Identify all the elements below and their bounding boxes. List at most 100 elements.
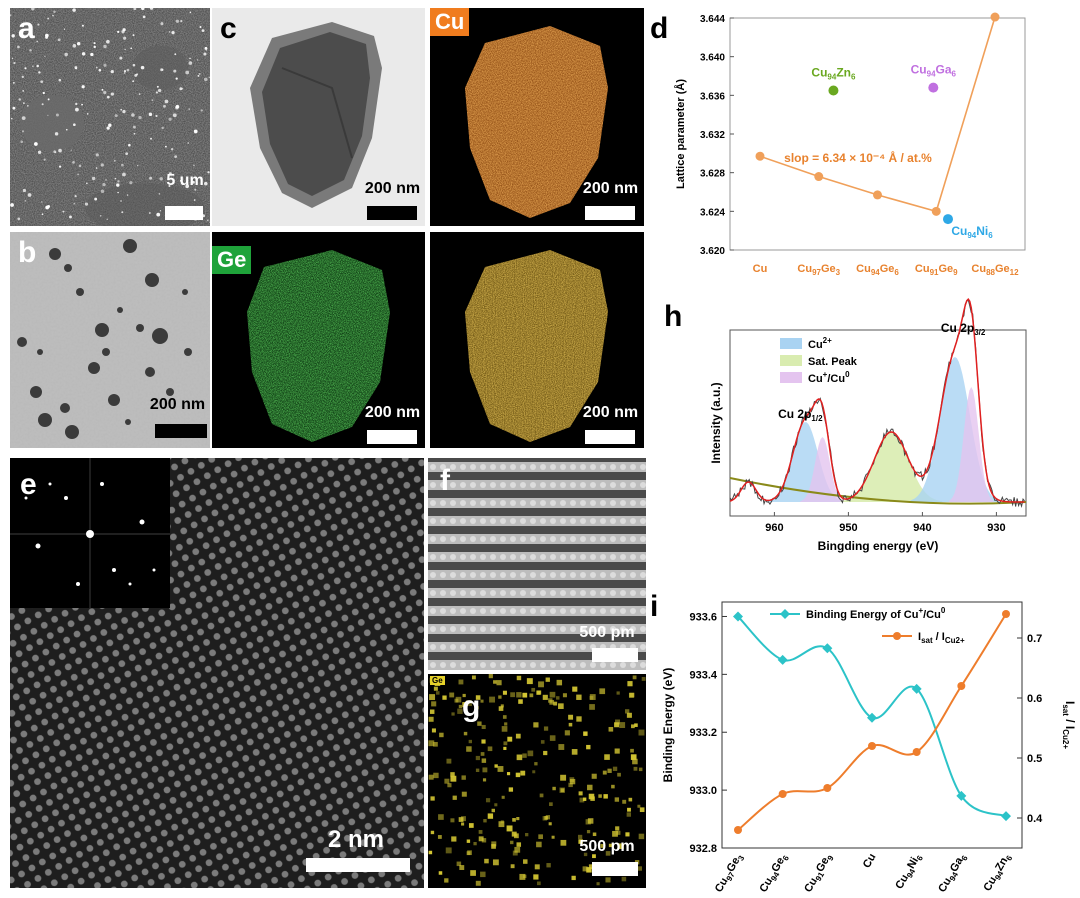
marker-cu94zn6	[828, 85, 839, 96]
legend-swatch-h	[780, 338, 802, 349]
panel-label-i: i	[650, 592, 659, 623]
ytick-label-left-i: 933.2	[689, 727, 717, 739]
panel-f-lattice-fringes: f 500 pm	[428, 458, 646, 670]
legend-marker-ratio	[893, 632, 901, 640]
ytick-label-d: 3.636	[700, 91, 725, 102]
ge-channel-label: Ge	[212, 246, 252, 274]
xlabel-h: Bingding energy (eV)	[818, 539, 939, 553]
scale-bar-cu	[585, 206, 635, 220]
panel-b-tem-image: b 200 nm	[10, 232, 210, 448]
data-point-d	[990, 12, 1000, 22]
panel-label-e: e	[20, 468, 37, 501]
scale-bar-c	[367, 206, 417, 220]
xtick-label-h: 960	[765, 522, 783, 534]
panel-label-b: b	[18, 236, 37, 269]
overlay-eds-map	[430, 232, 644, 448]
xps-spectrum-chart: 960 950 940 930 Bingding energy (eV) Intensit…	[709, 297, 1027, 553]
cu1-peak-2	[949, 387, 994, 502]
ytick-label-d: 3.632	[700, 130, 725, 141]
xtick-label-i: Cu94Ga6	[936, 851, 970, 895]
ge-tag: Ge	[430, 676, 445, 685]
xtick-label-i: Cu97Ge3	[713, 851, 747, 895]
xtick-label-i: Cu94Zn6	[981, 851, 1014, 894]
data-point-ratio	[734, 826, 742, 834]
ytick-label-right-i: 0.6	[1027, 693, 1042, 705]
xtick-label-i: Cu91Ge9	[802, 851, 836, 895]
ylabel-right-i: Isat / ICu2+	[1061, 701, 1077, 749]
cu1-peak-1	[800, 437, 845, 502]
panel-h-xps-chart: h 960 950 940 930 Bingding energy (eV) Intens…	[660, 296, 1080, 586]
series-line-d	[759, 16, 996, 213]
scale-label-f: 500 pm	[579, 624, 635, 641]
scale-bar-e	[306, 858, 410, 872]
label-cu94zn6: Cu94Zn6	[811, 66, 856, 82]
scale-label-b: 200 nm	[149, 396, 206, 413]
label-cu94ga6: Cu94Ga6	[911, 63, 957, 79]
label-cu94ni6: Cu94Ni6	[951, 224, 993, 240]
legend-label-h: Sat. Peak	[808, 356, 858, 368]
ytick-label-right-i: 0.5	[1027, 753, 1042, 765]
data-point-ratio	[957, 682, 966, 690]
data-point-ratio	[1002, 610, 1010, 618]
ylabel-h: Intensity (a.u.)	[709, 382, 723, 463]
fit-envelope	[729, 297, 1025, 503]
ytick-label-d: 3.644	[700, 14, 725, 25]
data-point-d	[755, 151, 765, 161]
scale-label-g: 500 pm	[579, 838, 635, 855]
data-point-d	[873, 190, 882, 200]
panel-label-h: h	[664, 300, 683, 333]
data-point-be	[956, 790, 967, 801]
panel-label-a: a	[18, 12, 35, 45]
scale-bar-overlay	[585, 430, 635, 444]
scale-label-e: 2 nm	[327, 826, 384, 853]
slope-annotation: slop = 6.34 × 10⁻⁴ Å / at.%	[784, 150, 932, 165]
panel-g-ge-atomic-map: Ge g 500 pm	[428, 674, 646, 888]
ytick-label-left-i: 933.4	[689, 669, 717, 681]
data-point-ratio	[778, 790, 787, 798]
scale-bar-ge	[367, 430, 417, 444]
xtick-label-d: Cu94Ge6	[856, 263, 899, 277]
data-point-d	[931, 206, 941, 216]
marker-cu94ga6	[928, 82, 939, 93]
scale-label-ge: 200 nm	[364, 404, 421, 421]
scale-label-c: 200 nm	[364, 180, 421, 197]
data-point-ratio	[912, 748, 921, 756]
scale-bar-b	[155, 424, 207, 438]
ytick-label-left-i: 933.6	[689, 611, 717, 623]
xtick-label-d: Cu97Ge3	[797, 263, 840, 277]
xtick-label-h: 940	[913, 522, 931, 534]
ytick-label-right-i: 0.4	[1027, 813, 1043, 825]
ylabel-left-i: Binding Energy (eV)	[661, 668, 675, 783]
xtick-label-d: Cu91Ge9	[915, 263, 958, 277]
scale-label-cu: 200 nm	[582, 180, 639, 197]
legend-swatch-h	[780, 372, 802, 383]
ytick-label-d: 3.620	[700, 246, 725, 257]
data-point-be	[867, 712, 877, 723]
sat-peak	[840, 432, 943, 502]
ylabel-d: Lattice parameter (Å)	[674, 79, 687, 189]
legend-marker-be	[780, 609, 790, 619]
xtick-label-i: Cu94Ni6	[893, 851, 925, 892]
xtick-label-d: Cu	[753, 263, 768, 275]
xtick-label-h: 930	[987, 522, 1005, 534]
panel-label-f: f	[440, 464, 450, 497]
sem-image-a	[10, 8, 210, 226]
data-point-be	[822, 643, 833, 654]
binding-energy-chart: 932.8 933.0 933.2 933.4 933.6 0.4 0.5 0.6 0.7 Bin…	[661, 601, 1077, 895]
panel-e-haadf-image: e 2 nm	[10, 458, 424, 888]
ytick-label-left-i: 933.0	[689, 785, 717, 797]
xtick-label-i: Cu	[861, 852, 879, 871]
data-point-be	[733, 611, 743, 622]
data-point-d	[814, 172, 824, 182]
panel-c-ge-map: Ge 200 nm	[212, 232, 425, 448]
fft-pattern	[10, 458, 170, 608]
axes-frame-h	[729, 329, 1027, 517]
xtick-label-i: Cu94Ge6	[758, 851, 792, 895]
ytick-label-d: 3.624	[700, 207, 725, 218]
lattice-parameter-chart: 3.620 3.624 3.628 3.632 3.636 3.640 3.644 Latti…	[674, 12, 1026, 277]
cu2-peak-2	[910, 357, 1000, 502]
data-point-be	[911, 683, 922, 694]
ytick-label-d: 3.628	[700, 169, 725, 180]
data-point-be	[1001, 811, 1011, 822]
panel-i-binding-chart: i 932.8 933.0 933.2 933.4 933.6 0.4 0.5 0.6 0.7 B…	[650, 592, 1080, 898]
